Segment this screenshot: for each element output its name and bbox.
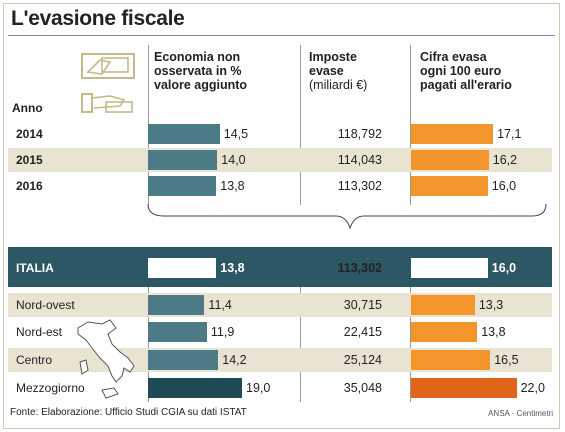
cifra-value: 17,1 [497, 127, 522, 141]
source-note: Fonte: Elaborazione: Ufficio Studi CGIA … [10, 407, 247, 418]
economia-value: 19,0 [246, 381, 271, 395]
anno-label: Anno [12, 101, 43, 115]
cifra-bar [411, 258, 488, 278]
row-label: Nord-ovest [16, 298, 75, 312]
hand-banknote-icon [81, 93, 133, 113]
cifra-value: 13,8 [481, 325, 506, 339]
economia-bar [148, 322, 207, 342]
cifra-value: 16,0 [491, 261, 517, 275]
divider-col2-bottom [300, 286, 301, 402]
cifra-bar [411, 350, 491, 370]
col-header-cifra-line3: pagati all'erario [420, 78, 512, 92]
cifra-bar [411, 124, 494, 144]
economia-bar [148, 350, 219, 370]
row-label: 2015 [16, 153, 43, 167]
col-header-imposte-line3: (miliardi €) [309, 78, 368, 92]
row-label: ITALIA [16, 261, 54, 275]
imposte-value: 30,715 [343, 298, 382, 312]
col-header-economia-line3: valore aggiunto [154, 78, 248, 92]
cifra-value: 16,2 [492, 153, 518, 167]
economia-value: 11,9 [210, 325, 235, 339]
italy-map-icon [77, 319, 135, 399]
imposte-value: 118,792 [337, 127, 382, 141]
cifra-bar [411, 322, 478, 342]
card-frame [3, 3, 560, 429]
row-label: Mezzogiorno [16, 381, 85, 395]
divider-col3-bottom [410, 286, 411, 402]
imposte-value: 22,415 [343, 325, 382, 339]
divider-col3 [410, 45, 411, 205]
cifra-value: 13,3 [478, 298, 504, 312]
cifra-value: 16,0 [491, 179, 517, 193]
economia-bar [148, 258, 217, 278]
chart-title: L'evasione fiscale [11, 7, 185, 30]
credit: ANSA · Centimetri [488, 409, 553, 418]
col-header-imposte: Imposte evase (miliardi €) [309, 50, 367, 92]
row-label: Nord-est [16, 325, 63, 339]
cifra-value: 16,5 [494, 353, 519, 367]
imposte-value: 25,124 [343, 353, 382, 367]
imposte-value: 113,302 [337, 261, 383, 275]
economia-bar [148, 378, 243, 398]
cifra-bar [411, 378, 517, 398]
economia-bar [148, 176, 217, 196]
economia-value: 13,8 [220, 261, 245, 275]
row-label: 2016 [16, 179, 43, 193]
col-header-imposte-line2: evase [309, 64, 344, 78]
brace-connector [147, 204, 547, 230]
col-header-economia-line2: osservata in % [154, 64, 242, 78]
economia-value: 13,8 [220, 179, 245, 193]
col-header-cifra: Cifra evasa ogni 100 euro pagati all'era… [420, 50, 512, 92]
economia-value: 14,2 [222, 353, 247, 367]
economia-value: 11,4 [208, 298, 232, 312]
imposte-value: 113,302 [337, 179, 382, 193]
col-header-economia: Economia non osservata in % valore aggiu… [154, 50, 247, 92]
economia-value: 14,0 [221, 153, 246, 167]
row-label: Centro [16, 353, 53, 367]
title-rule [8, 35, 555, 36]
divider-col2 [300, 45, 301, 205]
col-header-cifra-line2: ogni 100 euro [420, 64, 502, 78]
cifra-bar [411, 150, 489, 170]
col-header-cifra-line1: Cifra evasa [420, 50, 487, 64]
col-header-economia-line1: Economia non [154, 50, 241, 64]
col-header-imposte-line1: Imposte [309, 50, 357, 64]
imposte-value: 114,043 [337, 153, 382, 167]
row-label: 2014 [16, 127, 43, 141]
economia-bar [148, 295, 205, 315]
cifra-bar [411, 295, 475, 315]
divider-col1-bottom [148, 286, 149, 402]
money-card-icon [81, 53, 135, 79]
economia-bar [148, 124, 220, 144]
cifra-value: 22,0 [520, 381, 545, 395]
imposte-value: 35,048 [343, 381, 382, 395]
economia-value: 14,5 [223, 127, 249, 141]
economia-bar [148, 150, 218, 170]
cifra-bar [411, 176, 488, 196]
